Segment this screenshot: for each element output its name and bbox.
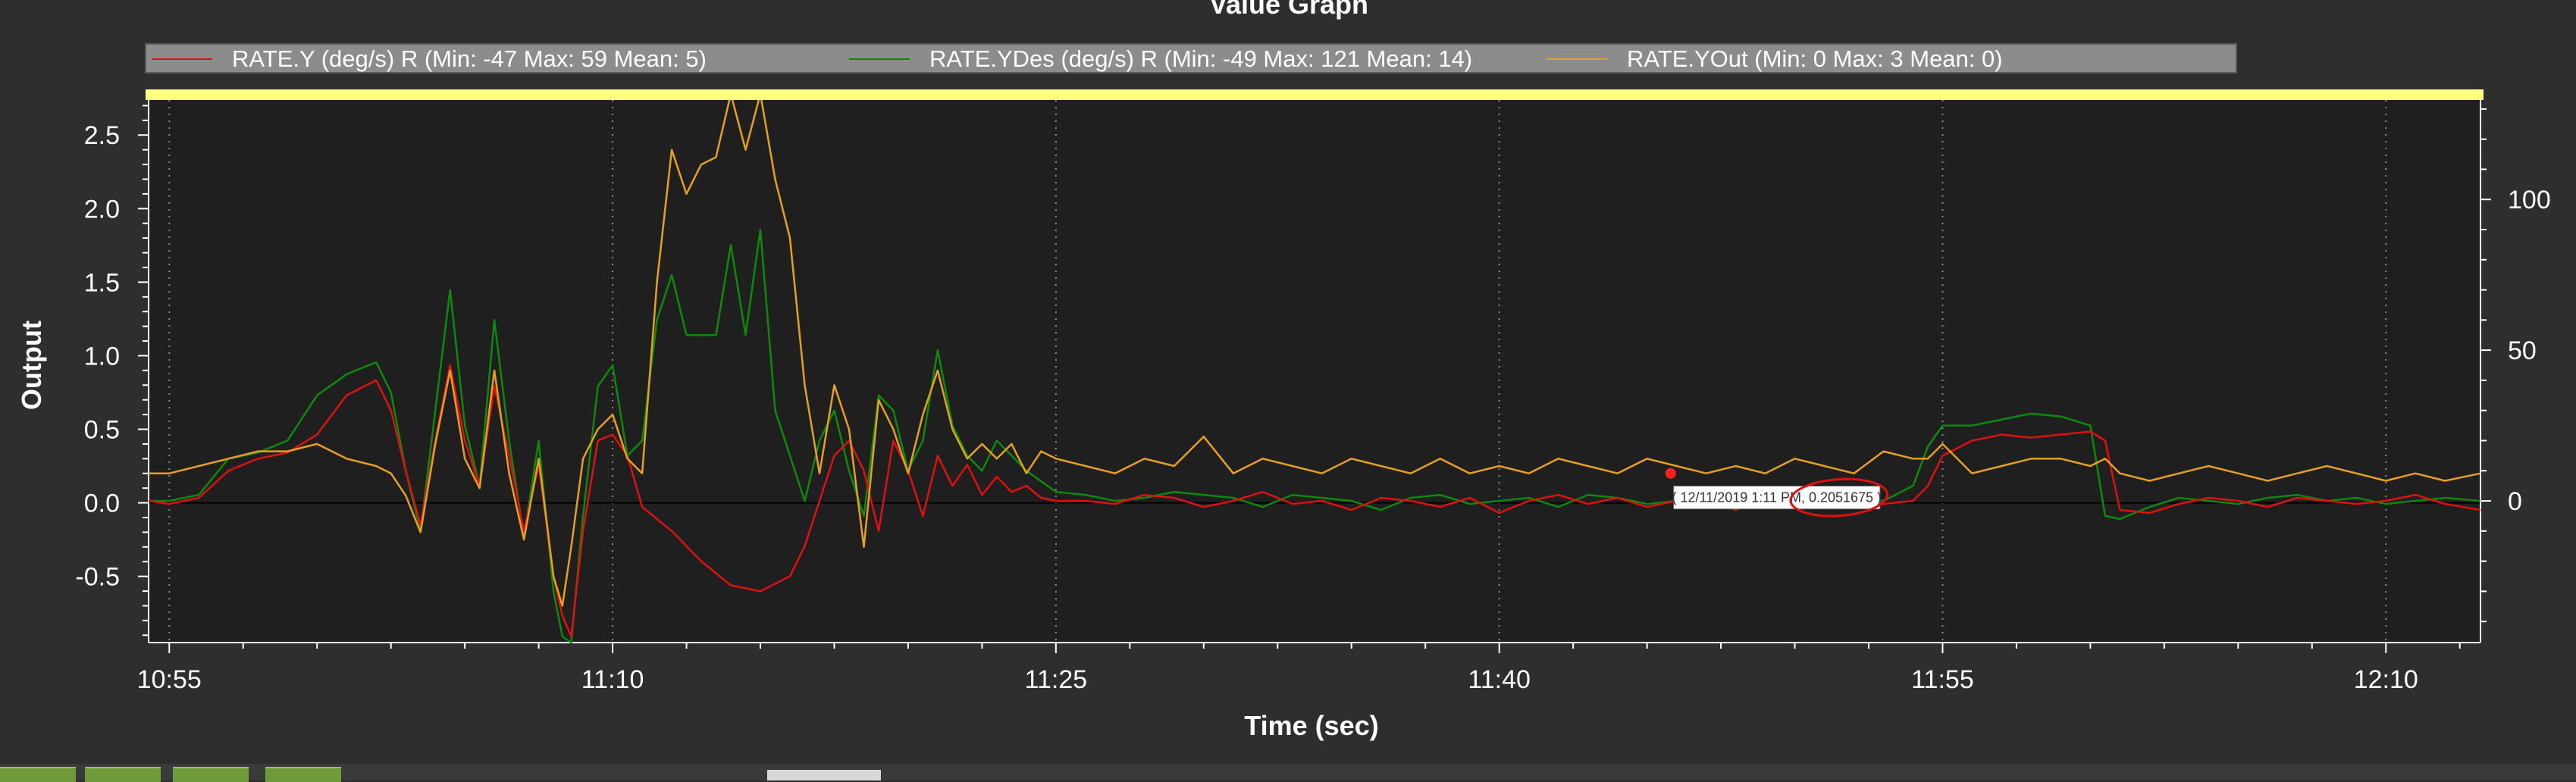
strip-input[interactable] xyxy=(767,770,881,780)
left-tick-label: 1.5 xyxy=(84,268,120,297)
top-highlight-band xyxy=(146,89,2484,100)
left-tick-label: 1.0 xyxy=(84,342,120,371)
x-tick-label: 11:40 xyxy=(1468,665,1531,694)
x-tick-label: 11:10 xyxy=(581,665,644,694)
marker-point xyxy=(1665,468,1676,479)
tab-button-4[interactable] xyxy=(265,767,341,782)
tab-button-3[interactable] xyxy=(173,767,249,782)
legend-entry: RATE.YOut (Min: 0 Max: 3 Mean: 0) xyxy=(1627,45,2003,72)
series-line-1 xyxy=(149,228,2481,644)
left-tick-label: 2.0 xyxy=(84,195,120,224)
left-tick-label: 0.5 xyxy=(84,416,120,445)
y-axis-label: Output xyxy=(16,321,47,410)
x-tick-label: 11:25 xyxy=(1025,665,1088,694)
x-axis-label: Time (sec) xyxy=(1244,710,1378,741)
highlight-circle xyxy=(1789,477,1889,518)
x-tick-label: 11:55 xyxy=(1911,665,1974,694)
left-tick-label: 0.0 xyxy=(84,490,120,518)
plot-area[interactable] xyxy=(149,91,2480,643)
grid xyxy=(149,100,2480,643)
tab-button-2[interactable] xyxy=(85,767,161,782)
status-strip xyxy=(0,764,2576,780)
legend-box xyxy=(145,43,2237,74)
right-tick-label: 0 xyxy=(2508,487,2522,516)
annotations: ( 12/11/2019 1:11 PM, 0.2051675 ) xyxy=(146,89,2484,518)
legend-entry: RATE.Y (deg/s) R (Min: -47 Max: 59 Mean:… xyxy=(232,45,707,72)
legend[interactable]: RATE.Y (deg/s) R (Min: -47 Max: 59 Mean:… xyxy=(145,43,2237,74)
tab-button-1[interactable] xyxy=(0,767,76,782)
tooltip-box xyxy=(1673,486,1881,510)
left-tick-label: 2.5 xyxy=(84,121,120,150)
series-lines xyxy=(148,92,2481,644)
axes: 2.5 2.0 1.5 1.0 0.5 0.0 -0.5 100 50 0 10:55 11:10 11… xyxy=(75,91,2551,694)
left-tick-label: -0.5 xyxy=(75,563,120,592)
right-tick-label: 50 xyxy=(2508,336,2537,365)
series-line-2 xyxy=(149,92,2481,607)
tooltip-text: ( 12/11/2019 1:11 PM, 0.2051675 ) xyxy=(1672,490,1882,505)
legend-entry: RATE.YDes (deg/s) R (Min: -49 Max: 121 M… xyxy=(929,45,1472,72)
x-tick-label: 12:10 xyxy=(2354,665,2418,694)
right-tick-label: 100 xyxy=(2508,186,2551,214)
x-tick-label: 10:55 xyxy=(137,665,202,694)
chart-title: Value Graph xyxy=(1209,0,1368,20)
